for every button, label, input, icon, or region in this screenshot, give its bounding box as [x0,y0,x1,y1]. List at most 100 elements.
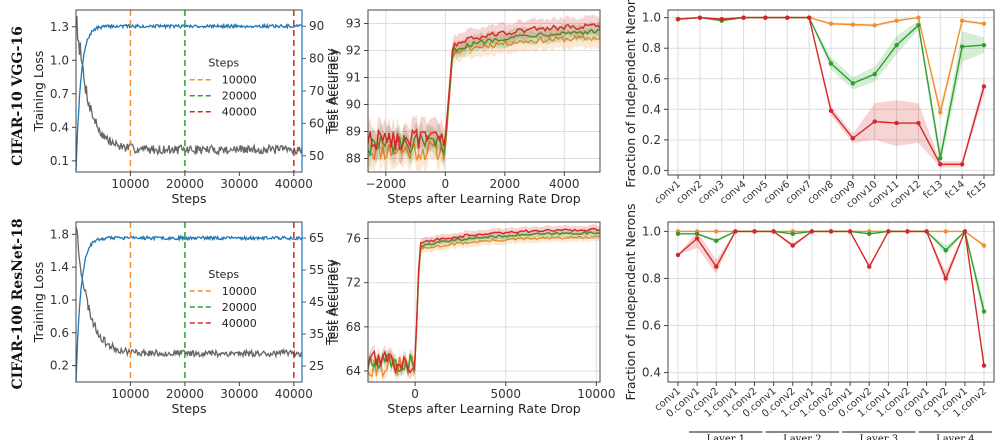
frac-resnet-point-2 [962,229,968,234]
frac-resnet-point-2 [943,276,948,281]
drop-vgg-ytick-label: 92 [346,44,361,58]
loss-acc-vgg-ytick-right-label: 70 [309,84,324,98]
loss-acc-resnet-accuracy-line [75,234,303,383]
drop-resnet-series-line-2 [367,227,601,375]
frac-resnet-point-2 [847,229,853,234]
frac-vgg-point-2 [850,136,856,141]
loss-acc-vgg-xtick-label: 10000 [111,177,149,191]
frac-vgg-xtick-label: fc15 [965,179,989,201]
loss-acc-resnet-ytick-right-label: 45 [309,295,324,309]
frac-resnet-point-2 [733,229,738,234]
frac-vgg-band-2 [678,17,984,168]
frac-vgg-point-0 [872,23,877,28]
frac-vgg-point-1 [959,44,965,49]
frac-vgg-ytick-label: 0.8 [642,41,661,55]
drop-vgg-band-0 [368,26,600,172]
loss-acc-vgg-ytick-label: 1.3 [50,20,69,34]
frac-vgg-point-1 [981,42,987,48]
frac-vgg-point-1 [850,81,856,86]
frac-vgg-point-2 [894,120,899,126]
loss-acc-vgg-legend-entry-1: 20000 [222,90,257,103]
loss-acc-resnet-ytick-right-label: 65 [309,231,324,245]
drop-resnet-xtick-label: 5000 [490,387,521,401]
frac-resnet-group-label-3: Layer 4 [936,434,975,440]
frac-resnet-ytick-label: 1.0 [642,224,661,238]
drop-vgg-ytick-label: 88 [346,152,361,166]
drop-resnet-xtick-label: 0 [411,387,419,401]
loss-acc-vgg-xtick-label: 20000 [166,177,204,191]
drop-resnet-axes-frame [367,221,601,383]
drop-resnet-ytick-label: 72 [346,276,361,290]
loss-acc-vgg-xlabel: Steps [172,191,207,206]
frac-vgg-point-0 [828,21,834,26]
drop-resnet-ytick-label: 76 [346,232,361,246]
drop-vgg-series-line-1 [367,28,601,157]
drop-vgg-band-1 [368,21,600,168]
frac-vgg-point-2 [763,15,768,20]
frac-resnet-point-1 [943,248,948,253]
drop-vgg-ytick-label: 91 [346,71,361,85]
frac-vgg-xtick-label: fc13 [921,179,945,201]
loss-acc-resnet-xtick-label: 20000 [166,387,204,401]
loss-acc-resnet-xlabel: Steps [172,401,207,416]
frac-vgg-ytick-label: 0.6 [642,72,661,86]
frac-vgg-point-2 [741,15,746,20]
frac-vgg-point-0 [850,22,856,27]
frac-vgg-ylabel: Fraction of Independent Neron [623,0,638,188]
frac-resnet-point-2 [886,229,891,234]
loss-acc-vgg-ytick-right-label: 60 [309,116,324,130]
frac-vgg-point-1 [894,42,899,48]
frac-vgg-point-2 [916,120,921,126]
drop-vgg-xlabel: Steps after Learning Rate Drop [387,191,581,206]
drop-vgg-xtick-label: 0 [442,177,450,191]
panel-frac-vgg: conv1conv2conv3conv4conv5conv6conv7conv8… [623,0,995,211]
loss-acc-vgg-loss-line [75,16,303,157]
panel-drop-vgg: −2000 0 2000 4000 88 89 90 91 92 93 Steps after Le… [323,9,601,206]
frac-resnet-point-1 [675,231,681,236]
loss-acc-resnet-ytick-label: 1.0 [50,293,69,307]
drop-resnet-band-1 [368,228,600,378]
frac-resnet-point-2 [828,229,834,234]
drop-resnet-band-2 [368,224,600,380]
frac-resnet-point-2 [790,243,795,248]
loss-acc-vgg-ytick-right-label: 50 [309,149,324,163]
drop-vgg-ylabel: Test Accuracy [323,48,338,135]
loss-acc-vgg-ytick-label: 0.1 [50,154,69,168]
frac-resnet-ytick-label: 0.4 [642,366,661,380]
loss-acc-resnet-xtick-label: 10000 [111,387,149,401]
frac-vgg-point-2 [785,15,790,20]
frac-resnet-point-2 [675,252,681,258]
drop-vgg-ytick-label: 93 [346,17,361,31]
frac-vgg-point-2 [697,15,703,20]
loss-acc-vgg-ytick-right-label: 90 [309,19,324,33]
drop-resnet-ytick-label: 68 [346,320,361,334]
frac-resnet-point-2 [981,363,987,368]
loss-acc-vgg-legend-entry-2: 40000 [222,106,257,119]
frac-vgg-point-1 [872,71,877,77]
frac-vgg-ytick-label: 0.4 [642,102,661,116]
drop-vgg-xtick-label: −2000 [366,177,407,191]
frac-resnet-axes-frame [667,221,995,383]
loss-acc-vgg-legend-entry-0: 10000 [222,74,257,87]
loss-acc-vgg-ytick-label: 1.0 [50,53,69,67]
loss-acc-resnet-ytick-label: 1.4 [50,260,69,274]
frac-resnet-point-2 [924,229,929,234]
frac-vgg-point-0 [916,15,921,20]
frac-vgg-point-1 [916,23,921,28]
frac-vgg-point-0 [938,110,943,115]
drop-vgg-band-2 [368,14,600,166]
drop-resnet-series-line-0 [367,235,601,379]
drop-vgg-xtick-label: 2000 [490,177,521,191]
drop-vgg-xtick-label: 4000 [549,177,580,191]
frac-resnet-point-0 [943,229,948,234]
frac-resnet-point-1 [790,231,795,236]
drop-resnet-xtick-label: 10000 [577,387,615,401]
frac-vgg-point-0 [981,21,987,26]
frac-vgg-point-2 [675,16,681,22]
frac-resnet-point-2 [905,229,910,234]
loss-acc-vgg-ylabel: Training Loss [31,51,46,133]
drop-resnet-ytick-label: 64 [346,364,361,378]
frac-resnet-band-1 [678,231,984,321]
drop-resnet-xlabel: Steps after Learning Rate Drop [387,401,581,416]
panel-loss-acc-vgg: 10000 20000 30000 40000 0.1 0.4 0.7 1.0 1.3 50 60 7… [31,9,341,206]
